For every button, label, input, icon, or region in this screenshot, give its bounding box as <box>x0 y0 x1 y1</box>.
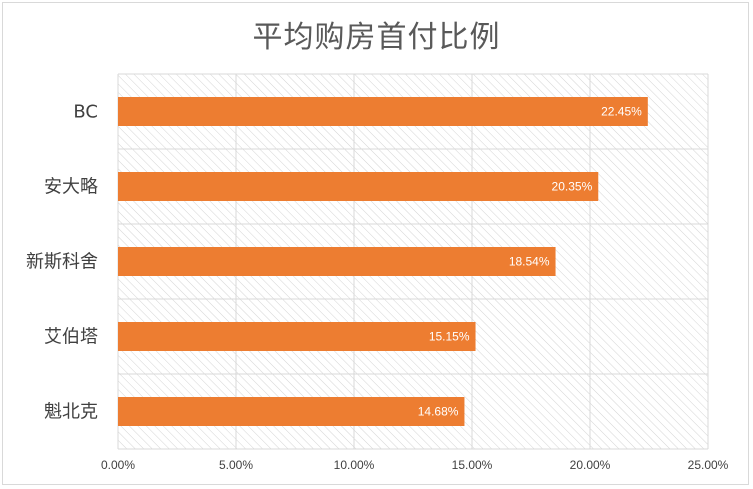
bar <box>118 97 648 126</box>
category-label: BC <box>73 102 98 123</box>
bar <box>118 322 476 351</box>
data-label: 20.35% <box>552 180 593 194</box>
x-tick-label: 15.00% <box>452 458 493 472</box>
data-label: 22.45% <box>601 105 642 119</box>
data-label: 15.15% <box>429 330 470 344</box>
x-tick-label: 0.00% <box>101 458 135 472</box>
x-tick-label: 5.00% <box>219 458 253 472</box>
category-label: 魁北克 <box>44 402 98 423</box>
chart-title: 平均购房首付比例 <box>252 20 501 55</box>
x-tick-label: 20.00% <box>570 458 611 472</box>
bar <box>118 247 556 276</box>
bar <box>118 172 599 201</box>
bar <box>118 397 465 426</box>
x-tick-label: 25.00% <box>688 458 729 472</box>
category-label: 新斯科舍 <box>26 252 98 273</box>
x-tick-label: 10.00% <box>334 458 375 472</box>
data-label: 18.54% <box>509 255 550 269</box>
data-label: 14.68% <box>418 405 459 419</box>
category-label: 艾伯塔 <box>44 327 98 348</box>
category-label: 安大略 <box>44 177 98 198</box>
